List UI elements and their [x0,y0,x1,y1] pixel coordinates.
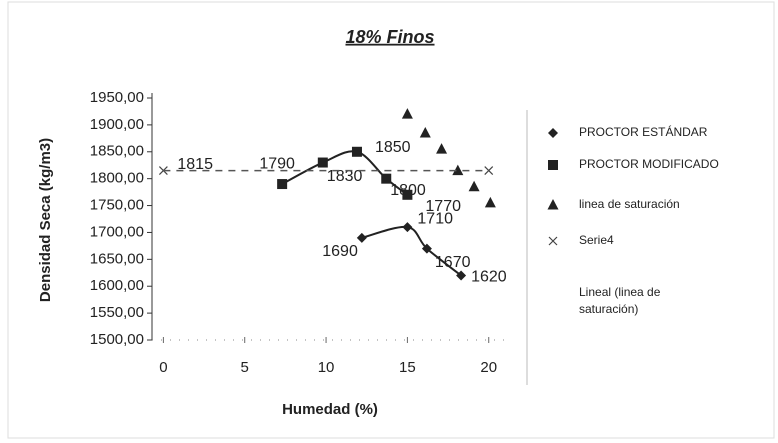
legend-label: PROCTOR MODIFICADO [579,157,719,171]
point [401,108,413,119]
y-tick-label: 1750,00 [90,197,144,214]
x-tick-label: 5 [241,359,249,376]
x-tick-label: 0 [159,359,167,376]
point [456,270,467,281]
y-tick-label: 1700,00 [90,223,144,240]
chart-title: 18% Finos [345,27,434,47]
point [356,232,367,243]
curve [361,225,462,277]
legend-label: linea de saturación [579,197,680,211]
data-label: 1790 [259,155,295,172]
x-axis-label: Humedad (%) [282,401,378,418]
legend-marker [547,199,559,210]
y-tick-label: 1550,00 [90,304,144,321]
point [468,180,480,192]
point [484,196,496,208]
y-axis-label: Densidad Seca (kg/m3) [37,138,54,302]
data-label: 1800 [390,182,426,199]
point [317,157,328,168]
data-label: 1815 [177,156,213,173]
point [419,126,431,138]
y-tick-label: 1850,00 [90,143,144,160]
data-label: 1830 [327,168,363,185]
x-tick-label: 10 [318,359,335,376]
y-tick-label: 1500,00 [90,331,144,348]
legend-marker [548,236,558,246]
data-label: 1710 [417,210,453,227]
data-label: 1670 [435,254,471,271]
point [402,222,413,233]
point [158,166,168,176]
point [351,146,362,157]
point [452,164,464,176]
y-tick-label: 1800,00 [90,170,144,187]
y-tick-label: 1950,00 [90,89,144,106]
legend-marker [548,128,558,138]
x-tick-label: 15 [399,359,416,376]
point [381,173,392,184]
legend-label: Lineal (linea de saturación) [579,285,661,316]
point [484,166,494,176]
point [436,143,448,154]
point [277,179,288,190]
y-tick-label: 1650,00 [90,250,144,267]
legend-label: PROCTOR ESTÁNDAR [579,125,708,139]
y-tick-label: 1900,00 [90,116,144,133]
data-label: 1690 [322,243,358,260]
data-label: 1620 [471,269,507,286]
data-label: 1850 [375,139,411,156]
point [421,243,432,254]
data-label: 1770 [425,198,461,215]
legend-marker [548,160,558,170]
frame [7,1,775,439]
y-tick-label: 1600,00 [90,277,144,294]
legend-label: Serie4 [579,233,614,247]
point [402,189,413,200]
x-tick-label: 20 [480,359,497,376]
